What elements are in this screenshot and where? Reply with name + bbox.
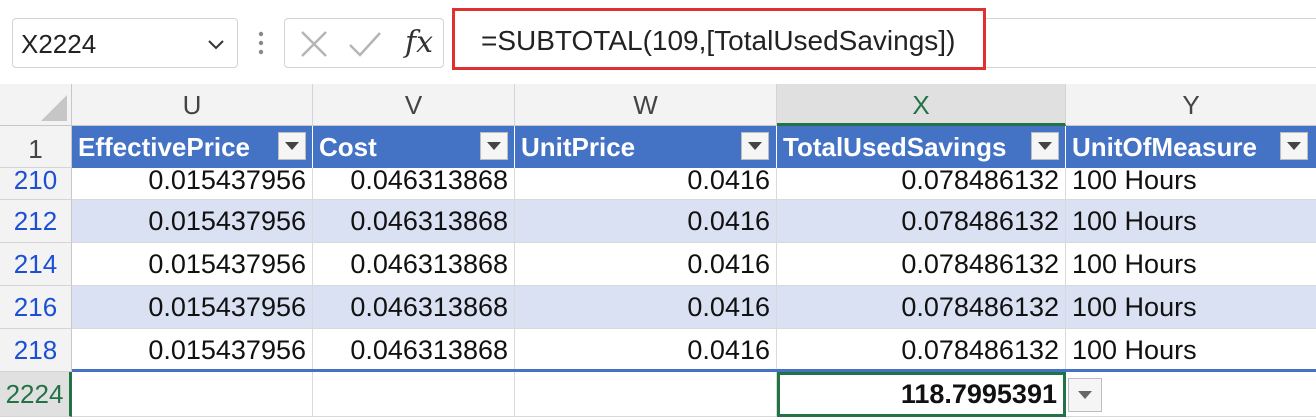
table-header-label: Cost: [319, 132, 377, 162]
table-cell[interactable]: 0.015437956: [72, 243, 313, 286]
select-all-triangle-icon: [41, 95, 67, 121]
table-cell[interactable]: 0.078486132: [777, 286, 1066, 329]
table-cell[interactable]: [313, 372, 515, 417]
total-function-dropdown[interactable]: [1068, 378, 1102, 412]
table-cell[interactable]: 100 Hours: [1066, 286, 1316, 329]
table-cell[interactable]: 0.046313868: [313, 286, 515, 329]
filter-dropdown-button[interactable]: [278, 132, 306, 160]
table-header-label: UnitOfMeasure: [1072, 132, 1257, 162]
column-header-u[interactable]: U: [72, 84, 313, 126]
table-cell[interactable]: 100 Hours: [1072, 335, 1197, 365]
table-cell[interactable]: 100 Hours: [1066, 168, 1316, 200]
filter-dropdown-icon: [487, 142, 501, 150]
name-box[interactable]: X2224: [12, 18, 238, 68]
table-cell[interactable]: 0.078486132: [777, 243, 1066, 286]
formula-input-extension[interactable]: [986, 18, 1316, 68]
total-cell[interactable]: 118.7995391: [777, 372, 1066, 417]
filter-dropdown-icon: [285, 142, 299, 150]
table-cell[interactable]: 0.046313868: [313, 168, 515, 200]
table-header-unitofmeasure[interactable]: UnitOfMeasure: [1066, 126, 1316, 168]
table-cell[interactable]: 100 Hours: [1066, 243, 1316, 286]
table-header-label: UnitPrice: [521, 132, 636, 162]
table-header-totalusedsavings[interactable]: TotalUsedSavings: [777, 126, 1066, 168]
row-header-218[interactable]: 218: [0, 329, 72, 372]
table-cell[interactable]: 0.0416: [515, 329, 777, 369]
cancel-icon[interactable]: [299, 29, 329, 59]
chevron-down-icon[interactable]: [207, 35, 225, 53]
select-all-corner[interactable]: [0, 84, 72, 126]
table-header-unitprice[interactable]: UnitPrice: [515, 126, 777, 168]
table-cell[interactable]: 0.078486132: [777, 200, 1066, 243]
enter-icon[interactable]: [347, 29, 383, 59]
table-cell[interactable]: 0.046313868: [313, 200, 515, 243]
table-cell[interactable]: 100 Hours: [1066, 200, 1316, 243]
table-cell[interactable]: 0.046313868: [313, 329, 515, 369]
row-header-2224[interactable]: 2224: [0, 372, 72, 417]
row-header-216[interactable]: 216: [0, 286, 72, 329]
table-cell[interactable]: 0.0416: [515, 286, 777, 329]
filter-dropdown-icon: [748, 142, 762, 150]
row-header-210[interactable]: 210: [0, 167, 72, 200]
table-cell[interactable]: 0.046313868: [313, 243, 515, 286]
name-box-value: X2224: [21, 29, 97, 59]
table-header-cost[interactable]: Cost: [313, 126, 515, 168]
filter-dropdown-button[interactable]: [1031, 132, 1059, 160]
table-cell[interactable]: 0.078486132: [777, 329, 1066, 369]
table-cell[interactable]: [1066, 372, 1316, 417]
formula-text: =SUBTOTAL(109,[TotalUsedSavings]): [481, 25, 956, 56]
function-icon[interactable]: fx: [405, 25, 434, 60]
column-header-y[interactable]: Y: [1066, 84, 1316, 126]
total-row-border: [72, 369, 1316, 372]
table-header-effectiveprice[interactable]: EffectivePrice: [72, 126, 313, 168]
column-header-v[interactable]: V: [313, 84, 515, 126]
table-cell[interactable]: 0.0416: [515, 243, 777, 286]
filter-dropdown-icon: [1287, 142, 1301, 150]
row-header-1[interactable]: 1: [0, 126, 72, 168]
filter-dropdown-icon: [1038, 142, 1052, 150]
table-header-label: TotalUsedSavings: [783, 132, 1007, 162]
table-cell[interactable]: 0.015437956: [72, 168, 313, 200]
filter-dropdown-button[interactable]: [741, 132, 769, 160]
formula-buttons: fx: [284, 18, 444, 68]
filter-dropdown-button[interactable]: [1280, 132, 1308, 160]
more-vertical-icon[interactable]: [254, 28, 268, 58]
table-cell[interactable]: 0.015437956: [72, 286, 313, 329]
row-header-212[interactable]: 212: [0, 200, 72, 243]
active-cell-selection: [777, 372, 1066, 417]
table-cell[interactable]: 0.078486132: [777, 168, 1066, 200]
chevron-down-icon: [1078, 391, 1092, 399]
table-cell[interactable]: [72, 372, 313, 417]
table-header-label: EffectivePrice: [78, 132, 250, 162]
formula-bar-area: X2224 fx =SUBTOTAL(109,[TotalUsedSavings…: [0, 0, 1316, 84]
column-header-w[interactable]: W: [515, 84, 777, 126]
filter-dropdown-button[interactable]: [480, 132, 508, 160]
table-cell[interactable]: 0.015437956: [72, 329, 313, 369]
table-cell[interactable]: 0.0416: [515, 200, 777, 243]
row-header-214[interactable]: 214: [0, 243, 72, 286]
table-cell[interactable]: 0.015437956: [72, 200, 313, 243]
table-cell[interactable]: [515, 372, 777, 417]
column-header-x[interactable]: X: [777, 84, 1066, 126]
formula-input[interactable]: =SUBTOTAL(109,[TotalUsedSavings]): [452, 8, 986, 70]
table-cell[interactable]: 0.0416: [515, 168, 777, 200]
